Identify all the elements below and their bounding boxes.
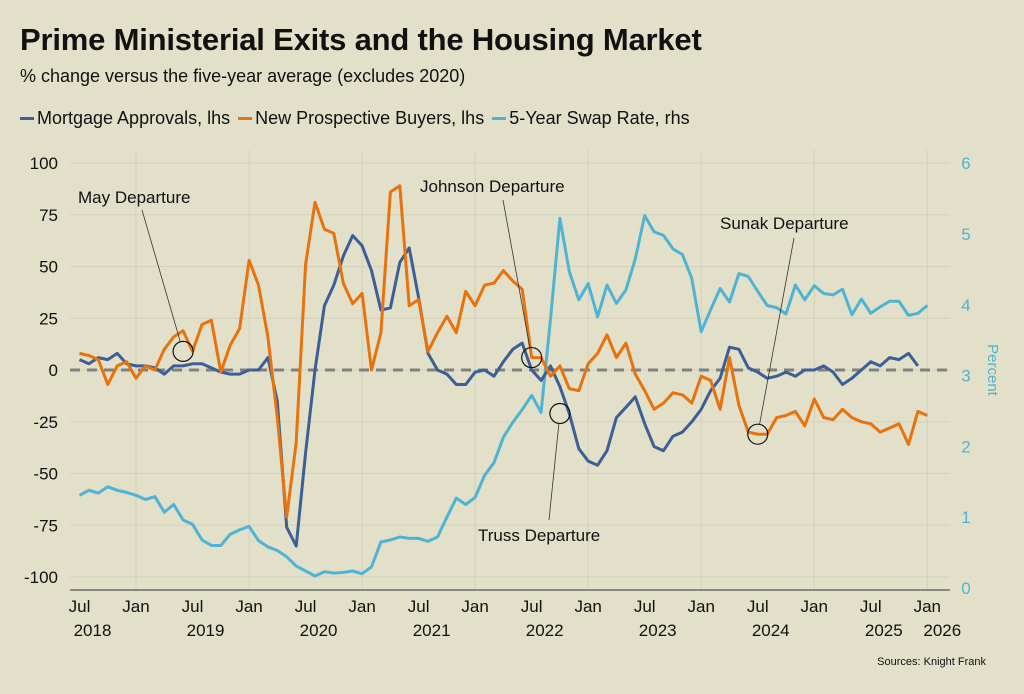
annotation-circle [549,402,571,425]
x-tick-label: Jan [688,597,715,616]
legend-item-mortgage: Mortgage Approvals, lhs [20,108,230,129]
x-tick-label: Jul [182,597,204,616]
x-tick-label: Jul [408,597,430,616]
x-tick-label: Jan [348,597,375,616]
legend: Mortgage Approvals, lhs New Prospective … [20,108,690,129]
annotation-label: Sunak Departure [720,214,849,233]
annotation-leader-line [141,209,181,342]
x-tick-label: Jul [634,597,656,616]
y-left-tick-label: -75 [33,516,58,535]
annotation-label: Johnson Departure [420,177,565,196]
annotation-circle [747,423,769,445]
x-tick-label: Jul [521,597,543,616]
annotation-leader-line [759,237,795,425]
legend-swatch [20,117,34,120]
x-year-label: 2023 [639,621,677,640]
y-left-tick-label: 75 [39,206,58,225]
annotation-circle [521,346,543,369]
legend-label: 5-Year Swap Rate, rhs [509,108,690,128]
chart-title: Prime Ministerial Exits and the Housing … [20,22,702,57]
x-year-label: 2022 [526,621,564,640]
annotation-leader-line [502,199,531,348]
legend-label: New Prospective Buyers, lhs [255,108,485,128]
legend-item-buyers: New Prospective Buyers, lhs [238,108,484,129]
y-right-tick-label: 1 [961,508,970,527]
legend-item-swap: 5-Year Swap Rate, rhs [492,108,690,129]
x-tick-label: Jul [747,597,769,616]
y-left-tick-label: -100 [24,568,58,587]
y-left-tick-label: -50 [33,465,58,484]
x-tick-label: Jan [914,597,941,616]
x-year-label: 2019 [187,621,225,640]
legend-swatch [238,117,253,120]
x-year-label: 2024 [752,621,790,640]
y-right-tick-label: 3 [961,367,970,386]
x-year-label: 2018 [74,621,112,640]
x-tick-label: Jul [295,597,317,616]
y-right-tick-label: 4 [961,296,970,315]
series-line-5-year-swap-rate [78,214,929,578]
y-left-tick-label: 25 [39,309,58,328]
y-left-tick-label: 0 [49,361,58,380]
x-year-label: 2020 [300,621,338,640]
x-tick-label: Jan [801,597,828,616]
series-line-new-prospective-buyers [79,184,928,519]
x-tick-label: Jul [860,597,882,616]
legend-swatch [492,117,507,120]
x-tick-label: Jan [574,597,601,616]
annotation-leader-line [548,423,560,521]
y-right-tick-label: 5 [961,225,970,244]
x-year-label: 2025 [865,621,903,640]
x-year-label: 2021 [413,621,451,640]
x-tick-label: Jan [461,597,488,616]
source-note: Sources: Knight Frank [877,656,986,668]
chart-subtitle: % change versus the five-year average (e… [20,66,466,86]
y-left-tick-label: -25 [33,413,58,432]
y-left-tick-label: 50 [39,258,58,277]
x-year-label: 2026 [923,621,961,640]
x-tick-label: Jul [69,597,91,616]
series-line-mortgage-approvals [78,234,920,548]
x-tick-label: Jan [122,597,149,616]
y-right-tick-label: 2 [961,437,970,456]
annotation-label: May Departure [78,188,190,207]
y-left-tick-label: 100 [30,154,58,173]
y-right-tick-label: 0 [961,579,970,598]
annotation-circle [172,340,194,362]
y-right-axis-label: Percent [984,344,1001,397]
y-right-tick-label: 6 [961,154,970,173]
annotation-label: Truss Departure [478,526,600,545]
legend-label: Mortgage Approvals, lhs [37,108,231,128]
x-tick-label: Jan [235,597,262,616]
